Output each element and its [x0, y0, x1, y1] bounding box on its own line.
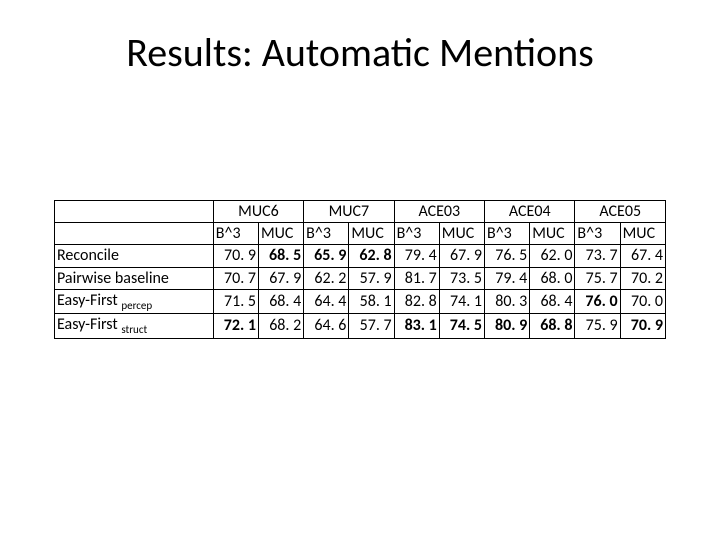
value-cell: 65. 9: [304, 245, 349, 267]
value-cell: 70. 0: [620, 289, 665, 313]
sub-header: B^3: [394, 223, 439, 245]
value-cell: 75. 7: [575, 267, 620, 289]
value-cell: 74. 1: [439, 289, 484, 313]
value-cell: 62. 2: [304, 267, 349, 289]
value-cell: 67. 9: [439, 245, 484, 267]
sub-header: B^3: [304, 223, 349, 245]
sub-header: B^3: [213, 223, 258, 245]
value-cell: 62. 8: [349, 245, 394, 267]
results-table-wrap: MUC6 MUC7 ACE03 ACE04 ACE05 B^3 MUC B^3 …: [54, 200, 666, 339]
group-header: ACE04: [485, 201, 575, 223]
value-cell: 67. 9: [258, 267, 303, 289]
value-cell: 70. 9: [620, 314, 665, 338]
value-cell: 73. 7: [575, 245, 620, 267]
group-header: MUC7: [304, 201, 394, 223]
corner-cell-2: [55, 223, 214, 245]
value-cell: 80. 9: [485, 314, 530, 338]
row-label: Easy-First percep: [55, 289, 214, 313]
sub-header: MUC: [258, 223, 303, 245]
group-header: ACE03: [394, 201, 484, 223]
sub-header: MUC: [620, 223, 665, 245]
value-cell: 76. 0: [575, 289, 620, 313]
group-header-row: MUC6 MUC7 ACE03 ACE04 ACE05: [55, 201, 666, 223]
value-cell: 81. 7: [394, 267, 439, 289]
group-header: ACE05: [575, 201, 666, 223]
sub-header: MUC: [439, 223, 484, 245]
value-cell: 68. 2: [258, 314, 303, 338]
row-label: Easy-First struct: [55, 314, 214, 338]
value-cell: 70. 9: [213, 245, 258, 267]
table-row: Easy-First struct72. 168. 264. 657. 783.…: [55, 314, 666, 338]
value-cell: 67. 4: [620, 245, 665, 267]
group-header: MUC6: [213, 201, 303, 223]
value-cell: 68. 5: [258, 245, 303, 267]
value-cell: 57. 9: [349, 267, 394, 289]
sub-header: B^3: [485, 223, 530, 245]
table-body: Reconcile70. 968. 565. 962. 879. 467. 97…: [55, 245, 666, 338]
value-cell: 64. 6: [304, 314, 349, 338]
value-cell: 76. 5: [485, 245, 530, 267]
value-cell: 73. 5: [439, 267, 484, 289]
page-title: Results: Automatic Mentions: [0, 28, 720, 77]
value-cell: 82. 8: [394, 289, 439, 313]
value-cell: 70. 7: [213, 267, 258, 289]
table-row: Reconcile70. 968. 565. 962. 879. 467. 97…: [55, 245, 666, 267]
value-cell: 80. 3: [485, 289, 530, 313]
value-cell: 57. 7: [349, 314, 394, 338]
value-cell: 79. 4: [485, 267, 530, 289]
sub-header: B^3: [575, 223, 620, 245]
value-cell: 62. 0: [530, 245, 575, 267]
results-table: MUC6 MUC7 ACE03 ACE04 ACE05 B^3 MUC B^3 …: [54, 200, 666, 339]
sub-header: MUC: [530, 223, 575, 245]
value-cell: 70. 2: [620, 267, 665, 289]
table-row: Easy-First percep71. 568. 464. 458. 182.…: [55, 289, 666, 313]
value-cell: 79. 4: [394, 245, 439, 267]
value-cell: 68. 8: [530, 314, 575, 338]
value-cell: 74. 5: [439, 314, 484, 338]
row-label: Pairwise baseline: [55, 267, 214, 289]
value-cell: 64. 4: [304, 289, 349, 313]
table-row: Pairwise baseline70. 767. 962. 257. 981.…: [55, 267, 666, 289]
slide: Results: Automatic Mentions MUC6 MUC7 AC…: [0, 0, 720, 540]
value-cell: 68. 4: [258, 289, 303, 313]
value-cell: 71. 5: [213, 289, 258, 313]
value-cell: 68. 4: [530, 289, 575, 313]
value-cell: 72. 1: [213, 314, 258, 338]
value-cell: 58. 1: [349, 289, 394, 313]
value-cell: 83. 1: [394, 314, 439, 338]
corner-cell: [55, 201, 214, 223]
row-label: Reconcile: [55, 245, 214, 267]
sub-header: MUC: [349, 223, 394, 245]
sub-header-row: B^3 MUC B^3 MUC B^3 MUC B^3 MUC B^3 MUC: [55, 223, 666, 245]
value-cell: 75. 9: [575, 314, 620, 338]
value-cell: 68. 0: [530, 267, 575, 289]
